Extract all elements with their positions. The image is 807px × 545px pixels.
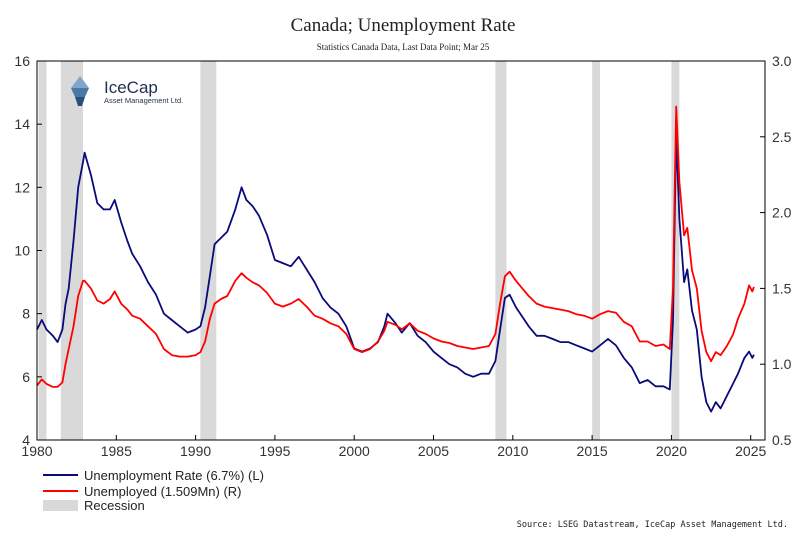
chart-title: Canada; Unemployment Rate: [291, 15, 516, 36]
recession-band-5: [671, 61, 680, 440]
legend: Unemployment Rate (6.7%) (L) Unemployed …: [43, 468, 264, 513]
legend-swatch-recession: [43, 500, 78, 511]
y-left-tick-label-6: 16: [14, 53, 30, 69]
y-left-tick-label-3: 10: [14, 243, 30, 259]
y-right-tick-label-1: 1.0: [772, 356, 792, 372]
y-left-tick-label-2: 8: [22, 306, 30, 322]
x-tick-label-0: 1980: [21, 443, 52, 459]
legend-label-recession: Recession: [84, 498, 145, 513]
axes: 1980 1985 1990 1995 2000 2005 2010 2015 2020 2025…: [14, 53, 791, 459]
source-note: Source: LSEG Datastream, IceCap Asset Ma…: [517, 520, 788, 530]
y-left-tick-label-5: 14: [14, 116, 30, 132]
x-tick-label-7: 2015: [577, 443, 608, 459]
recession-band-4: [592, 61, 601, 440]
y-left-tick-label-1: 6: [22, 369, 30, 385]
legend-label-unemployed: Unemployed (1.509Mn) (R): [84, 484, 242, 499]
x-tick-label-4: 2000: [339, 443, 370, 459]
unemployed-line: [36, 105, 755, 388]
y-right-tick-label-5: 3.0: [772, 53, 792, 69]
chart-subtitle: Statistics Canada Data, Last Data Point;…: [317, 42, 490, 52]
x-tick-label-9: 2025: [735, 443, 766, 459]
x-tick-label-5: 2005: [418, 443, 449, 459]
x-tick-label-2: 1990: [180, 443, 211, 459]
unemployment-rate-line: [36, 132, 755, 413]
recession-bands: [38, 61, 680, 440]
x-tick-label-1: 1985: [101, 443, 132, 459]
y-right-tick-label-4: 2.5: [772, 129, 792, 145]
icecap-logo: IceCap Asset Management Ltd.: [71, 76, 183, 106]
y-left-tick-label-4: 12: [14, 179, 30, 195]
y-right-tick-label-3: 2.0: [772, 205, 792, 221]
recession-band-0: [38, 61, 47, 440]
x-tick-label-3: 1995: [259, 443, 290, 459]
recession-band-3: [495, 61, 507, 440]
legend-label-unemployment-rate: Unemployment Rate (6.7%) (L): [84, 468, 264, 483]
y-left-tick-label-0: 4: [22, 432, 30, 448]
y-right-tick-label-2: 1.5: [772, 280, 792, 296]
y-right-tick-label-0: 0.5: [772, 432, 792, 448]
logo-tagline: Asset Management Ltd.: [104, 96, 183, 105]
series-lines: [36, 105, 755, 413]
plot-frame: [36, 60, 766, 441]
x-tick-label-6: 2010: [497, 443, 528, 459]
logo-name: IceCap: [104, 78, 158, 97]
iceberg-icon: [71, 76, 89, 106]
x-tick-label-8: 2020: [656, 443, 687, 459]
